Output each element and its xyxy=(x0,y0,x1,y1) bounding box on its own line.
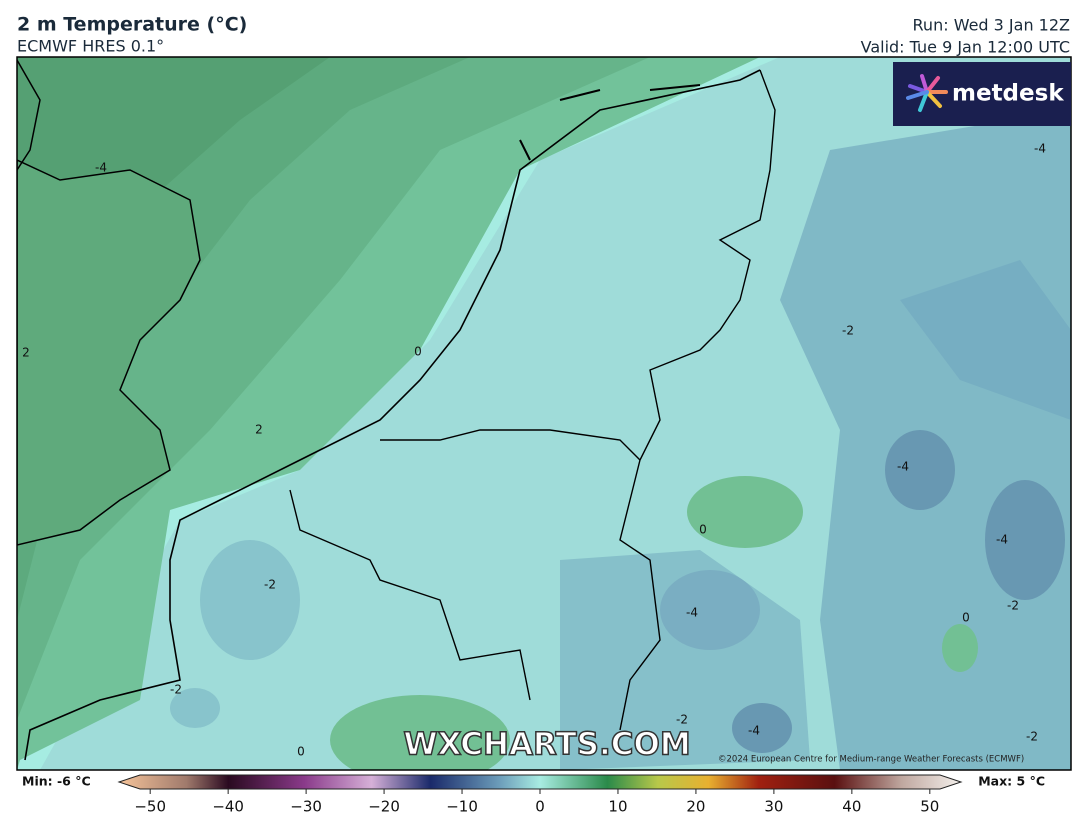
watermark: WXCHARTS.COM xyxy=(403,727,690,763)
contour-label: -4 xyxy=(95,161,107,175)
max-label: Max: 5 °C xyxy=(978,774,1045,789)
title: 2 m Temperature (°C) xyxy=(17,14,247,36)
colorbar-tick-label: 30 xyxy=(764,798,783,816)
min-label: Min: -6 °C xyxy=(22,774,91,789)
contour-label: -2 xyxy=(676,713,688,727)
contour-label: 2 xyxy=(22,346,30,360)
logo: metdesk xyxy=(893,62,1071,126)
colorbar-tick-label: −20 xyxy=(368,798,400,816)
colorbar-tick-label: 0 xyxy=(535,798,545,816)
valid-time: Valid: Tue 9 Jan 12:00 UTC xyxy=(861,38,1070,57)
map xyxy=(17,57,1071,770)
contour-label: -4 xyxy=(686,606,698,620)
colorbar-tick-label: 50 xyxy=(920,798,939,816)
contour-label: -2 xyxy=(842,324,854,338)
colorbar xyxy=(117,774,963,790)
contour-label: 0 xyxy=(699,523,707,537)
contour-label: -4 xyxy=(996,533,1008,547)
contour-label: -4 xyxy=(748,724,760,738)
logo-text: metdesk xyxy=(952,81,1064,107)
colorbar-tick-label: 20 xyxy=(686,798,705,816)
colorbar-tick-label: 40 xyxy=(842,798,861,816)
contour-label: -4 xyxy=(897,460,909,474)
contour-label: 0 xyxy=(414,345,422,359)
contour-label: 0 xyxy=(962,611,970,625)
copyright: ©2024 European Centre for Medium-range W… xyxy=(718,755,1024,765)
contour-label: -2 xyxy=(1007,599,1019,613)
colorbar-tick-label: 10 xyxy=(608,798,627,816)
contour-label: -2 xyxy=(264,578,276,592)
colorbar-tick-label: −40 xyxy=(212,798,244,816)
contour-label: -2 xyxy=(1026,730,1038,744)
contour-label: -2 xyxy=(170,683,182,697)
contour-label: 0 xyxy=(297,745,305,759)
run-time: Run: Wed 3 Jan 12Z xyxy=(913,16,1071,35)
colorbar-tick-label: −10 xyxy=(446,798,478,816)
contour-label: -4 xyxy=(1034,142,1046,156)
colorbar-tick-label: −50 xyxy=(134,798,166,816)
contour-label: 2 xyxy=(255,423,263,437)
colorbar-tick-label: −30 xyxy=(290,798,322,816)
subtitle: ECMWF HRES 0.1° xyxy=(17,37,164,56)
